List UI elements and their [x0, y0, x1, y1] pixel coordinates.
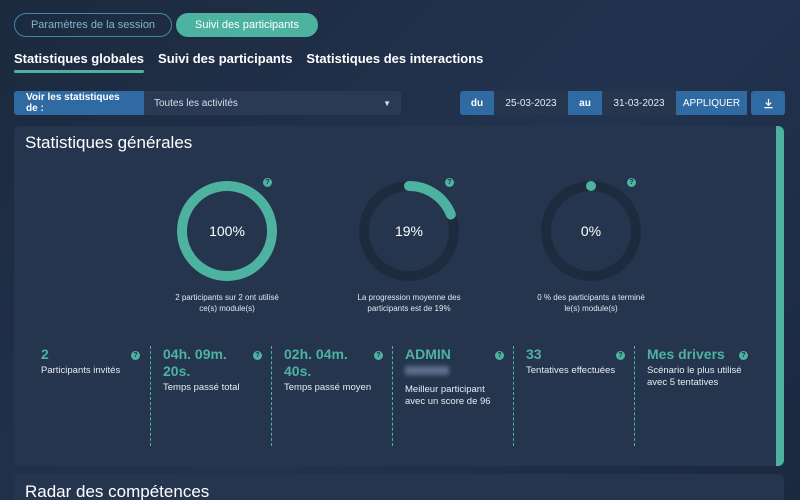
- redacted-name: [405, 366, 449, 375]
- stat-value: 02h. 04m.: [284, 346, 348, 362]
- download-button[interactable]: [751, 91, 785, 115]
- help-icon[interactable]: ?: [739, 351, 748, 360]
- stat-value: 2: [41, 346, 49, 362]
- subtab-participants-tracking[interactable]: Suivi des participants: [158, 51, 293, 66]
- help-icon[interactable]: ?: [253, 351, 262, 360]
- caption-line: 0 % des participants a terminé: [537, 293, 645, 302]
- stat-value: Mes drivers: [647, 346, 725, 362]
- stat-top-scenario: Mes drivers Scénario le plus utilisé ave…: [634, 346, 764, 446]
- skills-radar-title: Radar des compétences: [25, 482, 210, 500]
- date-from-input[interactable]: 25-03-2023: [494, 91, 568, 115]
- activity-select-value: Toutes les activités: [154, 97, 238, 109]
- date-to-input[interactable]: 31-03-2023: [602, 91, 676, 115]
- stat-average-time: 02h. 04m. 40s. Temps passé moyen ?: [271, 346, 392, 446]
- stat-label: Temps passé moyen: [284, 382, 372, 393]
- stat-total-time: 04h. 09m. 20s. Temps passé total ?: [150, 346, 271, 446]
- apply-button[interactable]: APPLIQUER: [676, 91, 747, 115]
- filter-label: Voir les statistiques de :: [14, 91, 144, 115]
- donut-progress-caption: La progression moyenne des participants …: [324, 292, 494, 314]
- general-stats-card: Statistiques générales 100% 2 participan…: [14, 126, 784, 466]
- stat-label: avec un score de 96: [405, 396, 491, 407]
- donut-chart-usage: 100%: [177, 181, 277, 281]
- caption-line: ce(s) module(s): [199, 304, 255, 313]
- donut-progress-value: 19%: [395, 223, 423, 239]
- chevron-down-icon: ▼: [383, 98, 391, 108]
- donut-completion-value: 0%: [581, 223, 601, 239]
- donut-usage-caption: 2 participants sur 2 ont utilisé ce(s) m…: [142, 292, 312, 314]
- donut-usage-value: 100%: [209, 223, 245, 239]
- download-icon: [763, 98, 773, 108]
- help-icon[interactable]: ?: [616, 351, 625, 360]
- donut-usage: 100% 2 participants sur 2 ont utilisé ce…: [142, 176, 312, 314]
- activity-select[interactable]: Toutes les activités ▼: [144, 91, 401, 115]
- help-icon[interactable]: ?: [263, 178, 272, 187]
- help-icon[interactable]: ?: [627, 178, 636, 187]
- tab-session-settings[interactable]: Paramètres de la session: [14, 13, 172, 37]
- donut-chart-progress: 19%: [359, 181, 459, 281]
- caption-line: La progression moyenne des: [357, 293, 461, 302]
- help-icon[interactable]: ?: [495, 351, 504, 360]
- stat-best-participant: ADMIN Meilleur participant avec un score…: [392, 346, 513, 446]
- donut-completion-caption: 0 % des participants a terminé le(s) mod…: [506, 292, 676, 314]
- caption-line: 2 participants sur 2 ont utilisé: [175, 293, 279, 302]
- help-icon[interactable]: ?: [445, 178, 454, 187]
- stat-invited: 2 Participants invités ?: [29, 346, 150, 446]
- sub-tabs: Statistiques globales Suivi des particip…: [14, 51, 484, 73]
- help-icon[interactable]: ?: [131, 351, 140, 360]
- stat-label: Tentatives effectuées: [526, 365, 616, 376]
- donut-completion: 0% 0 % des participants a terminé le(s) …: [506, 176, 676, 314]
- stat-label: Temps passé total: [163, 382, 240, 393]
- subtab-global-stats[interactable]: Statistiques globales: [14, 51, 145, 73]
- stat-value: 40s.: [284, 363, 312, 379]
- donut-chart-completion: 0%: [541, 181, 641, 281]
- caption-line: participants est de 19%: [367, 304, 451, 313]
- tab-participants-tracking[interactable]: Suivi des participants: [176, 13, 318, 37]
- stat-value: 33: [526, 346, 542, 362]
- help-icon[interactable]: ?: [374, 351, 383, 360]
- stat-value: ADMIN: [405, 346, 451, 362]
- donut-progress: 19% La progression moyenne des participa…: [324, 176, 494, 314]
- activity-filter: Voir les statistiques de : Toutes les ac…: [14, 91, 401, 115]
- skills-radar-card: Radar des compétences: [14, 474, 784, 500]
- stat-value: 04h. 09m.: [163, 346, 227, 362]
- stat-label: Meilleur participant: [405, 384, 485, 395]
- top-tabs: Paramètres de la session Suivi des parti…: [14, 13, 318, 37]
- stat-attempts: 33 Tentatives effectuées ?: [513, 346, 634, 446]
- caption-line: le(s) module(s): [564, 304, 618, 313]
- stat-label: Scénario le plus utilisé: [647, 365, 742, 376]
- stat-label: avec 5 tentatives: [647, 377, 719, 388]
- date-range: du 25-03-2023 au 31-03-2023 APPLIQUER: [460, 91, 785, 115]
- date-to-label: au: [568, 91, 602, 115]
- subtab-interaction-stats[interactable]: Statistiques des interactions: [306, 51, 484, 66]
- stats-row: 2 Participants invités ? 04h. 09m. 20s. …: [14, 346, 774, 446]
- stat-label: Participants invités: [41, 365, 121, 376]
- date-from-label: du: [460, 91, 494, 115]
- general-stats-title: Statistiques générales: [25, 133, 193, 152]
- stat-value: 20s.: [163, 363, 191, 379]
